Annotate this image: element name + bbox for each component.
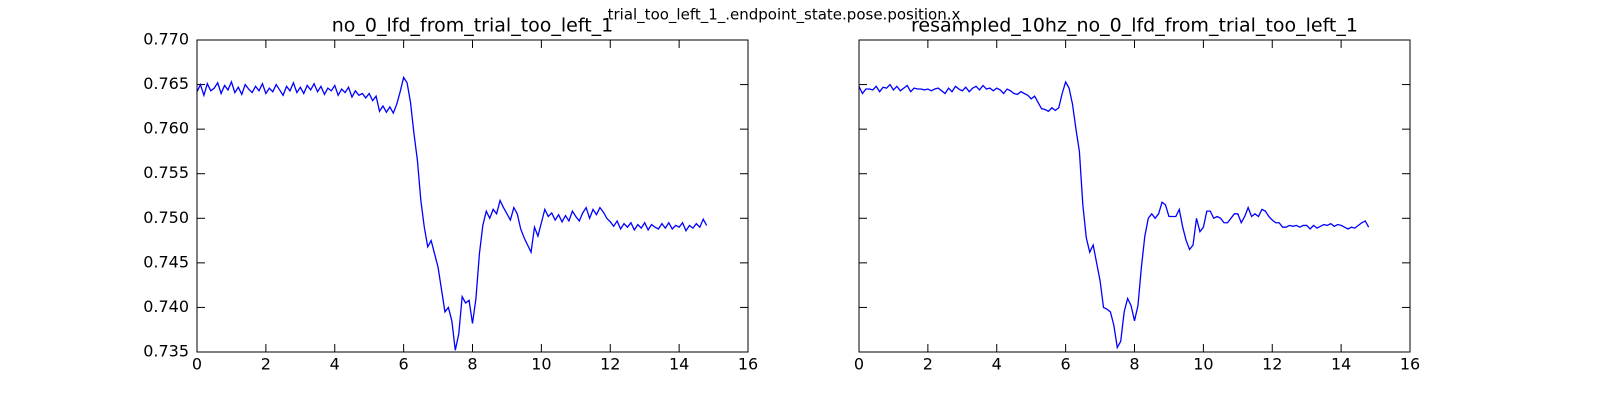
x-tick-label: 8 bbox=[1129, 355, 1139, 374]
x-tick-label: 6 bbox=[399, 355, 409, 374]
y-tick-label: 0.770 bbox=[143, 30, 189, 49]
y-tick-label: 0.740 bbox=[143, 297, 189, 316]
x-tick-label: 16 bbox=[738, 355, 758, 374]
y-tick-label: 0.765 bbox=[143, 74, 189, 93]
data-line bbox=[858, 80, 1370, 350]
axes-frame bbox=[196, 39, 749, 353]
x-tick-label: 4 bbox=[992, 355, 1002, 374]
x-tick-label: 10 bbox=[531, 355, 551, 374]
x-tick-label: 12 bbox=[1262, 355, 1282, 374]
x-tick-label: 0 bbox=[192, 355, 202, 374]
x-tick-label: 2 bbox=[923, 355, 933, 374]
x-tick-label: 0 bbox=[854, 355, 864, 374]
axes-frame bbox=[858, 39, 1411, 353]
y-tick-label: 0.735 bbox=[143, 342, 189, 361]
x-tick-label: 10 bbox=[1193, 355, 1213, 374]
y-tick-label: 0.745 bbox=[143, 252, 189, 271]
y-tick-label: 0.750 bbox=[143, 208, 189, 227]
data-line bbox=[196, 75, 708, 351]
x-tick-label: 14 bbox=[1331, 355, 1351, 374]
x-tick-label: 16 bbox=[1400, 355, 1420, 374]
subplot-title: no_0_lfd_from_trial_too_left_1 bbox=[332, 15, 614, 37]
y-tick-label: 0.760 bbox=[143, 119, 189, 138]
x-tick-label: 14 bbox=[669, 355, 689, 374]
x-tick-label: 2 bbox=[261, 355, 271, 374]
x-tick-label: 6 bbox=[1061, 355, 1071, 374]
x-tick-label: 4 bbox=[330, 355, 340, 374]
subplot-title: resampled_10hz_no_0_lfd_from_trial_too_l… bbox=[911, 15, 1358, 37]
figure-title: trial_too_left_1_.endpoint_state.pose.po… bbox=[608, 6, 961, 25]
y-tick-label: 0.755 bbox=[143, 163, 189, 182]
x-tick-label: 12 bbox=[600, 355, 620, 374]
x-tick-label: 8 bbox=[467, 355, 477, 374]
